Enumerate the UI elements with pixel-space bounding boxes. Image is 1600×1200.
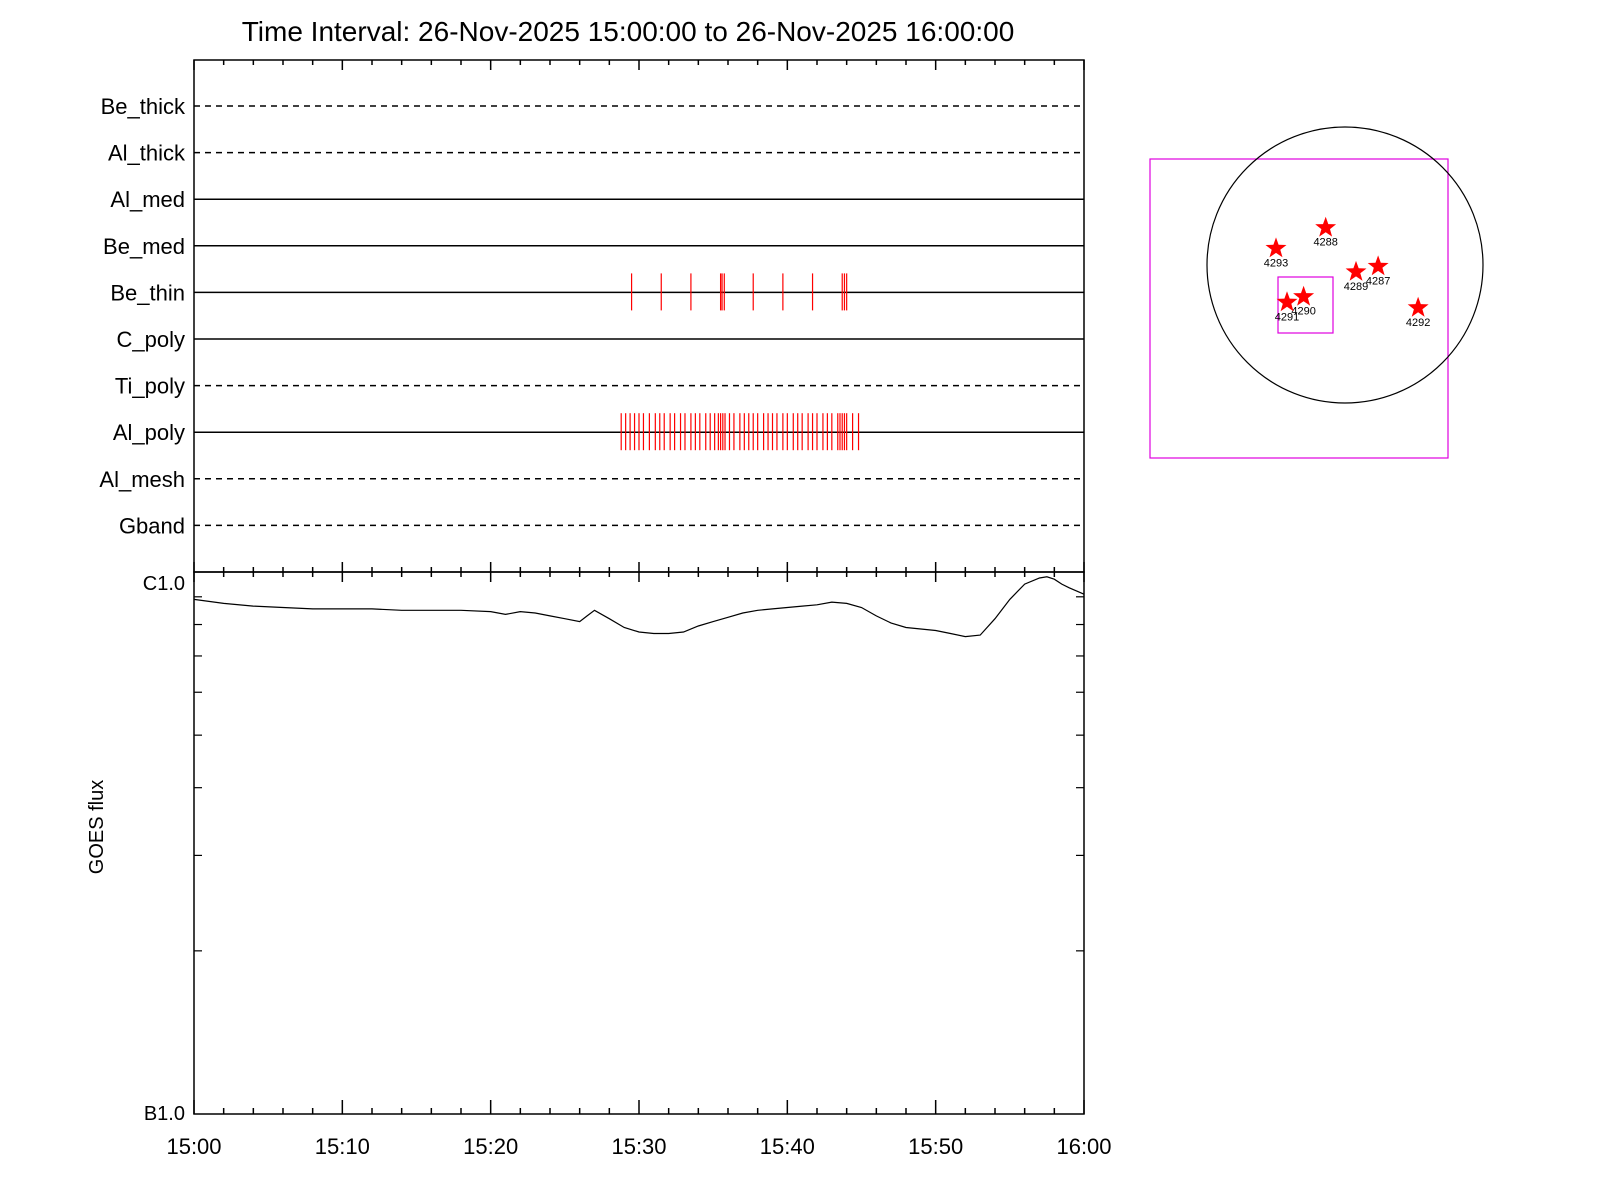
active-region-label: 4288 bbox=[1313, 237, 1337, 249]
goes-x-tick-label: 15:10 bbox=[315, 1134, 370, 1159]
active-region-label: 4292 bbox=[1406, 317, 1430, 329]
solar-disk bbox=[1206, 126, 1484, 404]
goes-y-label-bottom: B1.0 bbox=[144, 1103, 185, 1125]
goes-frame bbox=[193, 571, 1085, 1115]
goes-x-tick-label: 15:30 bbox=[611, 1134, 666, 1159]
channel-label: Be_thin bbox=[110, 280, 185, 305]
active-region-star bbox=[1345, 260, 1367, 281]
chart-title: Time Interval: 26-Nov-2025 15:00:00 to 2… bbox=[242, 16, 1015, 47]
active-region-label: 4289 bbox=[1344, 281, 1368, 293]
active-region-star bbox=[1265, 237, 1287, 258]
channel-label: Al_thick bbox=[108, 141, 186, 166]
goes-flux-panel: GOES flux 15:00 15:10 15:20 15:30 15:40 15:50… bbox=[86, 562, 1112, 1159]
active-region-star bbox=[1367, 255, 1389, 276]
channel-label: Al_med bbox=[110, 187, 185, 212]
zoom-box bbox=[1277, 276, 1334, 334]
channel-label: Be_med bbox=[103, 234, 185, 259]
channel-label: Ti_poly bbox=[115, 374, 185, 399]
channel-label: C_poly bbox=[117, 327, 185, 352]
goes-x-tick-label: 15:40 bbox=[760, 1134, 815, 1159]
goes-y-label-top: C1.0 bbox=[143, 573, 185, 595]
goes-x-tick-label: 15:20 bbox=[463, 1134, 518, 1159]
active-region-label: 4293 bbox=[1264, 257, 1288, 269]
active-region-star bbox=[1407, 296, 1429, 317]
channel-label: Be_thick bbox=[101, 94, 186, 119]
channel-label: Al_mesh bbox=[99, 467, 185, 492]
active-region-star bbox=[1293, 285, 1315, 306]
channel-label: Al_poly bbox=[113, 420, 185, 445]
active-region-label: 4291 bbox=[1275, 311, 1299, 323]
goes-ylabel: GOES flux bbox=[86, 780, 108, 874]
active-region-star bbox=[1276, 291, 1298, 312]
field-of-view-box bbox=[1149, 158, 1449, 459]
goes-flux-line bbox=[193, 576, 1085, 638]
goes-x-tick-label: 16:00 bbox=[1056, 1134, 1111, 1159]
timeline-frame bbox=[193, 59, 1085, 573]
goes-x-tick-label: 15:50 bbox=[908, 1134, 963, 1159]
channel-label: Gband bbox=[119, 513, 185, 538]
active-region-star bbox=[1315, 216, 1337, 237]
active-region-label: 4290 bbox=[1291, 306, 1315, 318]
event-timeline-panel: Be_thick Al_thick Al_med Be_med Be_thin C_pol… bbox=[99, 59, 1085, 573]
active-region-label: 4287 bbox=[1366, 275, 1390, 287]
goes-x-tick-label: 15:00 bbox=[166, 1134, 221, 1159]
